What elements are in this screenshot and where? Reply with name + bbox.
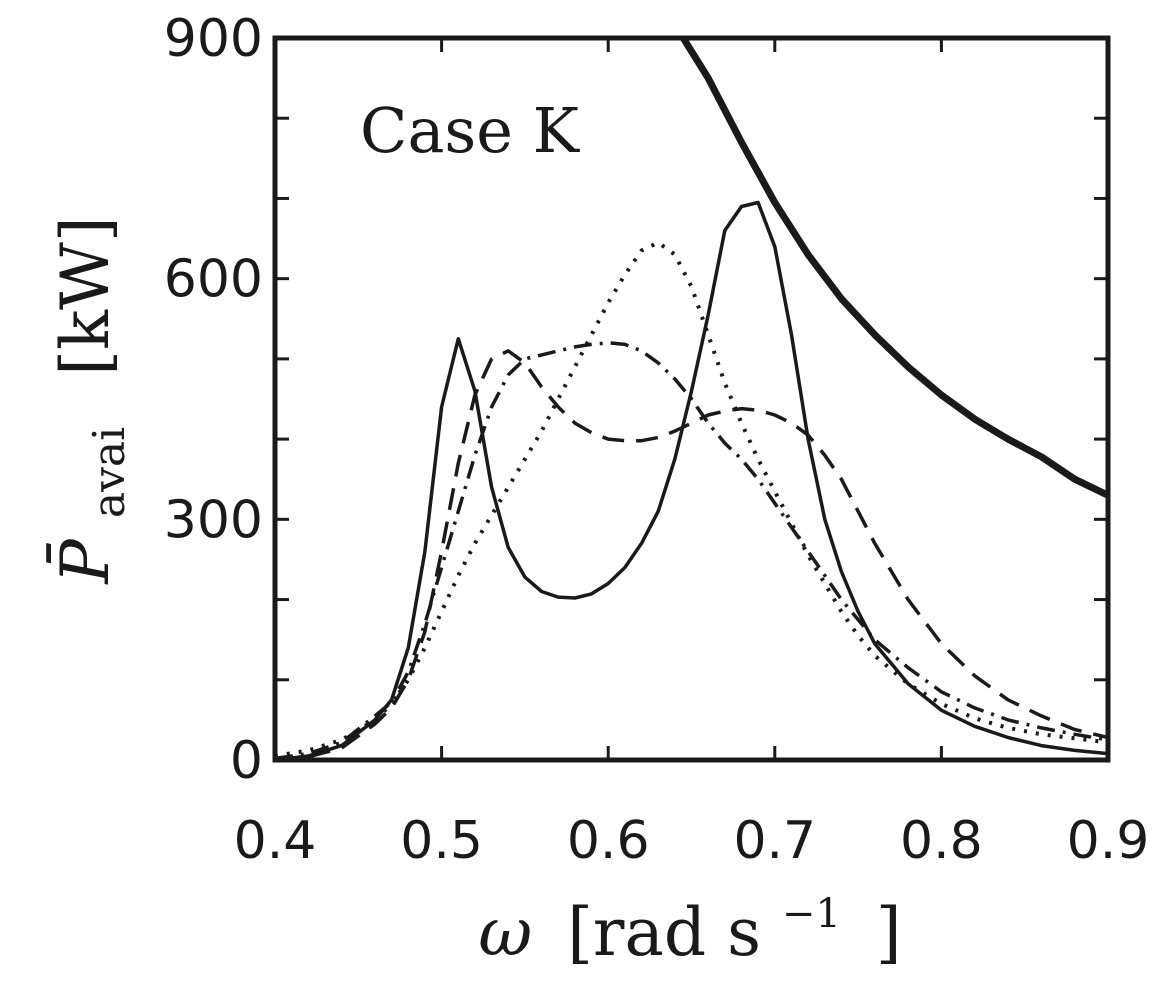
y-axis-subscript: avai bbox=[84, 427, 135, 518]
x-axis-exponent: −1 bbox=[782, 891, 841, 937]
y-tick-label: 300 bbox=[164, 490, 263, 550]
x-axis-title: ω [rad s −1 ] bbox=[478, 866, 901, 971]
y-axis-title: P̄ avai [kW] bbox=[47, 216, 140, 584]
x-axis-symbol: ω bbox=[478, 894, 532, 971]
x-tick-label: 0.6 bbox=[567, 811, 650, 871]
series-line-solid bbox=[275, 200, 1108, 760]
x-tick-label: 0.7 bbox=[733, 811, 816, 871]
x-tick-label: 0.8 bbox=[900, 811, 983, 871]
series-layer bbox=[275, 38, 1108, 760]
tick-label-layer: 0.4 0.5 0.6 0.7 0.8 0.9 0 300 600 900 bbox=[164, 9, 1150, 871]
y-tick-label: 0 bbox=[230, 731, 263, 791]
x-tick-label: 0.4 bbox=[234, 811, 317, 871]
series-line-dotted bbox=[275, 240, 1108, 758]
series-line-dash-dot bbox=[275, 341, 1108, 760]
plot-frame bbox=[272, 35, 1111, 763]
y-tick-label: 900 bbox=[164, 9, 263, 69]
y-axis-unit: [kW] bbox=[47, 216, 124, 375]
case-annotation: Case K bbox=[360, 94, 581, 167]
x-tick-label: 0.9 bbox=[1067, 811, 1150, 871]
y-tick-label: 600 bbox=[164, 250, 263, 310]
series-line-dashed bbox=[275, 349, 1108, 760]
x-tick-label: 0.5 bbox=[400, 811, 483, 871]
x-axis-close-bracket: ] bbox=[876, 894, 902, 971]
series-line-thick-solid bbox=[679, 38, 1108, 499]
x-axis-unit: [rad s bbox=[567, 894, 761, 971]
y-axis-symbol: P̄ bbox=[47, 538, 124, 585]
